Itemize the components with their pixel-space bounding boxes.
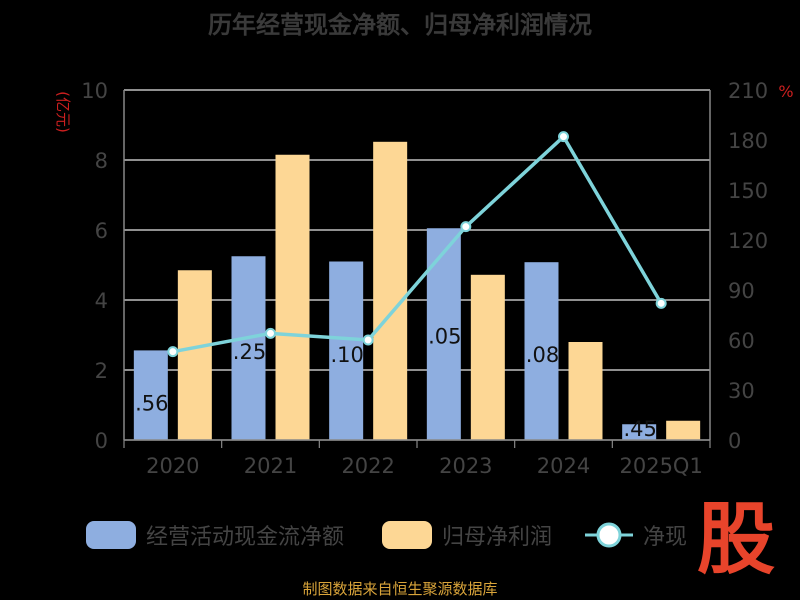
bar-cashflow	[524, 262, 559, 440]
bar-data-label: .45	[623, 417, 656, 441]
line-net-cash-ratio	[172, 133, 663, 354]
bar-data-label: .05	[428, 325, 461, 349]
legend-marker	[596, 522, 622, 548]
bar-cashflow	[231, 256, 266, 440]
line-series	[167, 131, 667, 358]
left-tick-labels: 0 2 4 6 8 10	[81, 79, 108, 453]
x-tick-label: 2022	[341, 454, 394, 478]
line-point	[558, 131, 569, 143]
left-tick-label: 0	[95, 429, 108, 453]
right-tick-label: 120	[728, 229, 768, 253]
x-tick-label: 2025Q1	[619, 454, 702, 478]
left-tick-label: 8	[95, 149, 108, 173]
right-axis-label: %	[778, 82, 793, 101]
legend-swatch	[86, 521, 136, 549]
right-tick-label: 150	[728, 179, 768, 203]
bar-net-profit	[177, 270, 212, 440]
bar-data-label: .25	[233, 340, 266, 364]
stock-logo-stamp: 股	[696, 495, 775, 585]
left-tick-label: 6	[95, 219, 108, 243]
bar-net-profit	[373, 141, 408, 441]
x-tick-label: 2021	[244, 454, 297, 478]
x-tick-label: 2020	[146, 454, 199, 478]
line-point	[655, 297, 667, 309]
left-tick-label: 10	[81, 79, 108, 103]
source-note: 制图数据来自恒生聚源数据库	[302, 580, 497, 598]
left-tick-label: 4	[95, 289, 108, 313]
chart-title: 历年经营现金净额、归母净利润情况	[208, 11, 592, 39]
bar-net-profit	[568, 342, 603, 440]
legend-swatch	[382, 521, 432, 549]
right-tick-label: 210	[728, 79, 768, 103]
line-point	[167, 346, 179, 358]
right-tick-label: 180	[728, 129, 768, 153]
bar-marks	[133, 141, 701, 441]
x-tick-labels: 2020 2021 2022 2023 2024 2025Q1	[123, 439, 711, 478]
legend-label: 归母净利润	[442, 525, 552, 550]
right-tick-label: 30	[728, 379, 755, 403]
right-tick-label: 0	[728, 429, 741, 453]
bar-net-profit	[470, 274, 505, 440]
bar-data-label: .56	[135, 392, 168, 416]
right-tick-label: 90	[728, 279, 755, 303]
bar-cashflow	[133, 350, 168, 440]
line-point	[265, 327, 276, 339]
bar-net-profit	[275, 154, 310, 440]
legend-label: 经营活动现金流净额	[146, 525, 344, 550]
bar-data-label: .10	[330, 343, 363, 367]
left-tick-label: 2	[95, 359, 108, 383]
right-tick-labels: 0 30 60 90 120 150 180 210	[728, 79, 768, 453]
bar-cashflow	[329, 261, 364, 440]
legend: 经营活动现金流净额 归母净利润 净现	[86, 521, 687, 550]
x-tick-label: 2023	[439, 454, 492, 478]
bar-data-labels: .56 .25 .10 .05 .08 .45	[135, 325, 657, 441]
left-axis-label: (亿元)	[54, 91, 72, 133]
bar-net-profit	[666, 420, 701, 440]
line-point	[460, 221, 472, 233]
bar-cashflow	[622, 424, 657, 440]
legend-label: 净现	[643, 525, 687, 550]
bar-data-label: .08	[526, 343, 559, 367]
line-point	[362, 334, 374, 346]
x-tick-label: 2024	[537, 454, 590, 478]
right-tick-label: 60	[728, 329, 755, 353]
gridlines	[123, 89, 711, 441]
